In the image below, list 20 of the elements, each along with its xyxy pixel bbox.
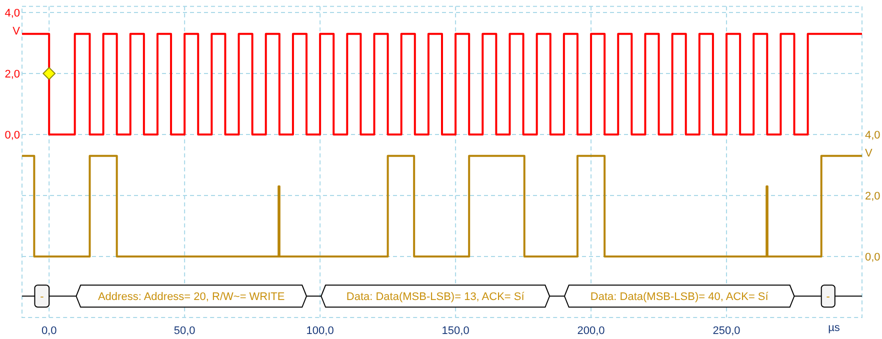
band-label: Address: Address= 20, R/W~= WRITE: [98, 291, 285, 304]
y-tick-label: 4,0: [4, 8, 20, 20]
x-tick-label: 50,0: [174, 325, 196, 337]
y-tick-label: 0,0: [4, 130, 20, 142]
x-axis-title: µs: [828, 322, 840, 334]
x-tick-label: 100,0: [306, 325, 334, 337]
y2-axis-title: V: [865, 148, 873, 160]
x-tick-label: 200,0: [577, 325, 605, 337]
y-axis-title: V: [12, 26, 21, 38]
band-label: Data: Data(MSB-LSB)= 13, ACK= Sí: [346, 291, 526, 304]
y-tick-label: 2,0: [4, 68, 20, 80]
x-tick-label: 0,0: [41, 325, 57, 337]
y2-tick-label: 4,0: [865, 130, 880, 142]
y2-tick-label: 2,0: [865, 190, 880, 202]
y2-tick-label: 0,0: [865, 252, 880, 264]
band-label: -: [40, 291, 44, 304]
x-tick-label: 150,0: [442, 325, 470, 337]
band-label: -: [826, 291, 830, 304]
band-label: Data: Data(MSB-LSB)= 40, ACK= Sí: [590, 291, 770, 304]
x-tick-label: 250,0: [712, 325, 740, 337]
